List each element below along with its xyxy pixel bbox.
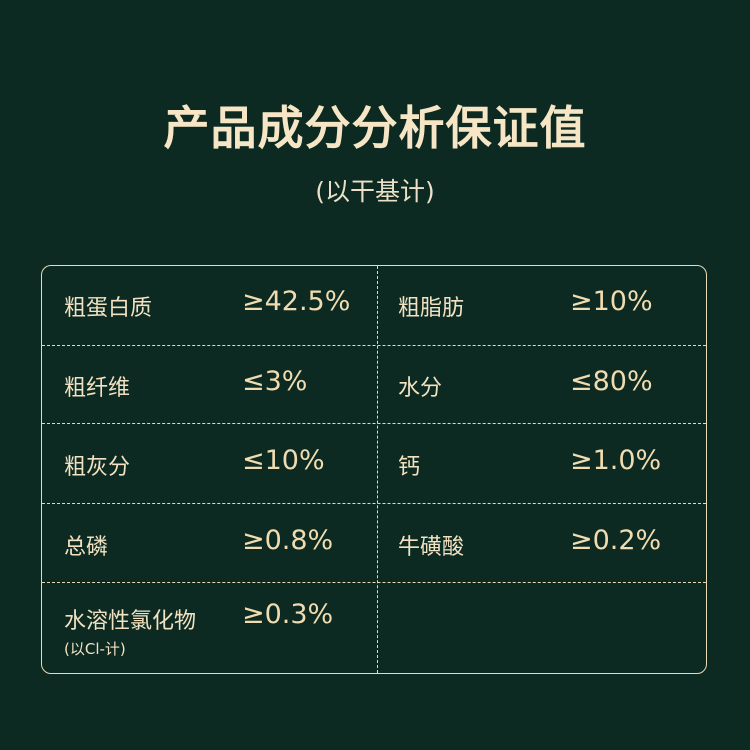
nutrient-label: 粗灰分 [64, 455, 131, 480]
nutrient-value: ≥0.2% [570, 525, 662, 556]
nutrient-value: ≥10% [570, 286, 653, 317]
nutrient-note: (以Cl-计) [64, 640, 126, 658]
nutrient-value: ≤10% [242, 445, 325, 476]
page-subtitle: (以干基计) [315, 177, 435, 206]
nutrient-value: ≥0.3% [242, 599, 334, 630]
row-divider [42, 345, 706, 346]
nutrient-label: 粗蛋白质 [64, 296, 153, 321]
nutrient-label: 牛磺酸 [398, 535, 465, 560]
nutrient-label: 水分 [398, 376, 443, 401]
page-title: 产品成分分析保证值 [163, 101, 587, 155]
column-divider [377, 266, 378, 673]
nutrient-label: 粗纤维 [64, 376, 131, 401]
nutrient-label: 总磷 [64, 535, 109, 560]
analysis-table: 粗蛋白质 ≥42.5% 粗脂肪 ≥10% 粗纤维 ≤3% 水分 ≤80% 粗灰分… [41, 265, 707, 674]
nutrient-value: ≥0.8% [242, 525, 334, 556]
nutrient-value: ≤80% [570, 366, 653, 397]
nutrient-value: ≤3% [242, 366, 308, 397]
nutrient-value: ≥42.5% [242, 286, 351, 317]
nutrient-label: 粗脂肪 [398, 296, 465, 321]
nutrient-label: 水溶性氯化物 [64, 609, 197, 634]
row-divider [42, 582, 706, 583]
nutrient-label: 钙 [398, 455, 421, 480]
row-divider [42, 503, 706, 504]
row-divider [42, 423, 706, 424]
nutrient-value: ≥1.0% [570, 445, 662, 476]
